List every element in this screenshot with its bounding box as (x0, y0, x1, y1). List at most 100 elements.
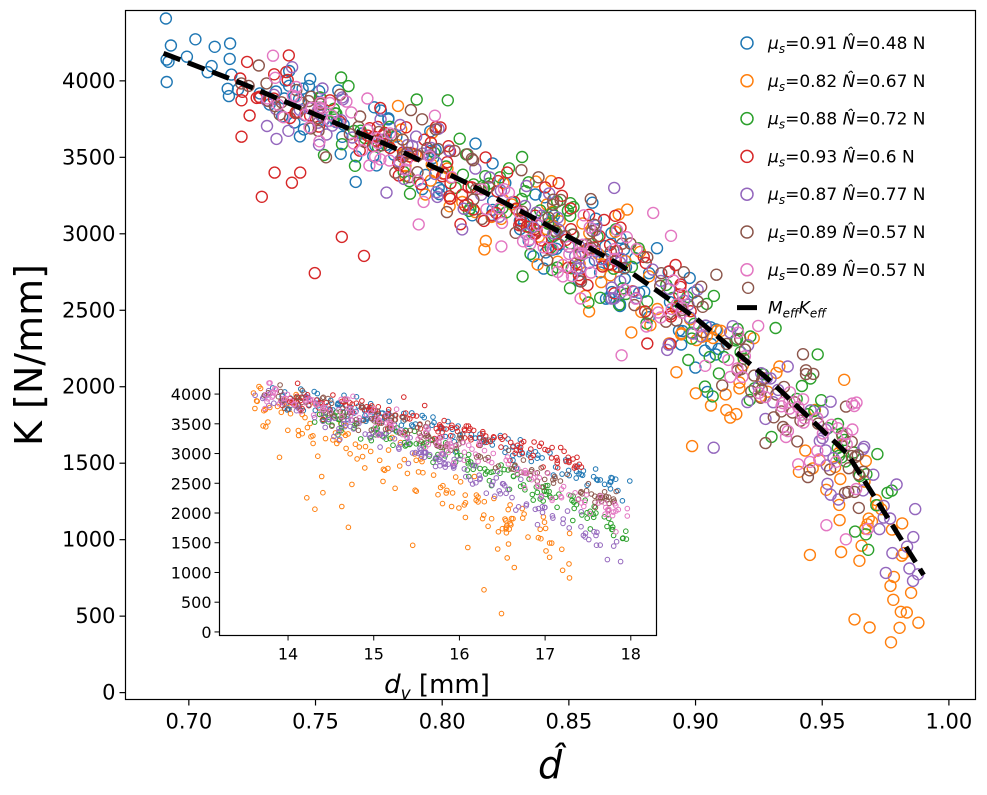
inset-data-point (442, 464, 449, 470)
inset-data-point (619, 498, 626, 504)
main-data-point (164, 39, 178, 52)
inset-data-point (487, 438, 494, 445)
inset-data-point (627, 478, 633, 484)
inset-data-point (501, 466, 508, 473)
main-data-point (640, 317, 653, 330)
inset-data-point (481, 587, 487, 593)
inset-data-point (315, 453, 321, 460)
inset-data-point (565, 454, 572, 461)
inset-data-point (425, 433, 432, 440)
inset-data-point (505, 447, 512, 454)
legend-marker (740, 111, 754, 126)
main-data-point (572, 269, 586, 282)
main-data-point (862, 543, 875, 556)
main-data-point (550, 242, 563, 256)
inset-data-point (405, 460, 412, 467)
inset-data-point (410, 412, 417, 419)
main-data-point (639, 305, 652, 318)
main-data-point (543, 187, 556, 200)
inset-data-point (345, 524, 352, 531)
inset-data-point (590, 514, 597, 521)
main-y-tick-label: 3000 (62, 222, 115, 246)
main-data-point (834, 472, 847, 486)
main-data-point (597, 213, 611, 227)
inset-data-point (440, 482, 446, 489)
inset-data-point (431, 419, 437, 426)
main-data-point (839, 533, 853, 546)
inset-data-point (318, 473, 325, 480)
inset-data-point (398, 422, 405, 429)
inset-data-point (295, 432, 302, 439)
inset-data-point (265, 396, 271, 402)
inset-data-point (469, 462, 476, 468)
inset-data-point (461, 457, 468, 464)
inset-data-point (595, 500, 602, 506)
inset-data-point (538, 465, 545, 471)
main-data-point (334, 71, 348, 84)
inset-data-point (472, 463, 479, 469)
inset-data-point (418, 453, 425, 460)
inset-data-point (615, 506, 622, 513)
main-data-point (403, 170, 416, 184)
inset-data-point (465, 451, 472, 458)
inset-data-point (408, 422, 415, 428)
main-data-point (699, 319, 712, 332)
main-data-point (801, 470, 815, 484)
inset-data-point (463, 423, 470, 429)
inset-data-point (505, 486, 511, 493)
main-data-point (582, 256, 596, 270)
inset-data-point (271, 400, 277, 407)
main-data-point (282, 49, 295, 62)
main-data-point (775, 405, 788, 418)
main-data-point (430, 185, 443, 199)
inset-data-point (256, 383, 262, 390)
inset-data-point (461, 466, 468, 472)
main-data-point (281, 73, 294, 87)
main-data-point (610, 223, 624, 237)
inset-data-point (400, 414, 406, 421)
inset-data-point (597, 542, 604, 548)
inset-data-point (298, 386, 304, 392)
inset-data-point (529, 491, 536, 498)
inset-data-point (335, 407, 342, 413)
inset-data-point (354, 456, 360, 462)
inset-data-point (391, 422, 398, 429)
main-data-point (724, 411, 737, 424)
inset-data-point (443, 426, 450, 432)
main-data-point (208, 40, 221, 53)
main-data-point (733, 376, 746, 389)
main-data-point (609, 209, 622, 223)
main-data-point (641, 295, 654, 308)
main-data-point (467, 193, 480, 206)
main-data-point (596, 260, 609, 273)
inset-data-point (446, 438, 453, 444)
main-data-point (710, 268, 723, 281)
inset-data-point (347, 405, 354, 412)
inset-data-point (404, 470, 411, 477)
main-data-point (662, 338, 675, 351)
main-data-point (515, 150, 529, 164)
legend-entry-5: μs=0.87 N̂=0.77 N (767, 184, 926, 207)
main-data-point (759, 412, 772, 426)
main-data-point (654, 311, 667, 324)
main-data-point (689, 361, 702, 374)
main-data-point (431, 190, 444, 204)
main-data-point (268, 166, 281, 179)
main-data-point (520, 179, 533, 193)
inset-data-point (381, 434, 387, 440)
inset-data-point (500, 481, 507, 487)
inset-data-point (486, 437, 492, 444)
main-data-point (423, 150, 436, 163)
inset-data-point (310, 412, 317, 418)
main-y-tick-label: 3500 (62, 145, 115, 169)
main-data-point (285, 176, 299, 189)
main-y-tick-label: 4000 (62, 69, 115, 93)
main-data-point (456, 223, 469, 236)
inset-data-point (461, 449, 468, 456)
inset-data-point (504, 555, 511, 561)
inset-data-point (471, 473, 478, 480)
main-data-point (827, 451, 840, 465)
inset-data-point (460, 439, 467, 446)
inset-data-point (467, 477, 474, 483)
inset-data-point (341, 421, 347, 427)
